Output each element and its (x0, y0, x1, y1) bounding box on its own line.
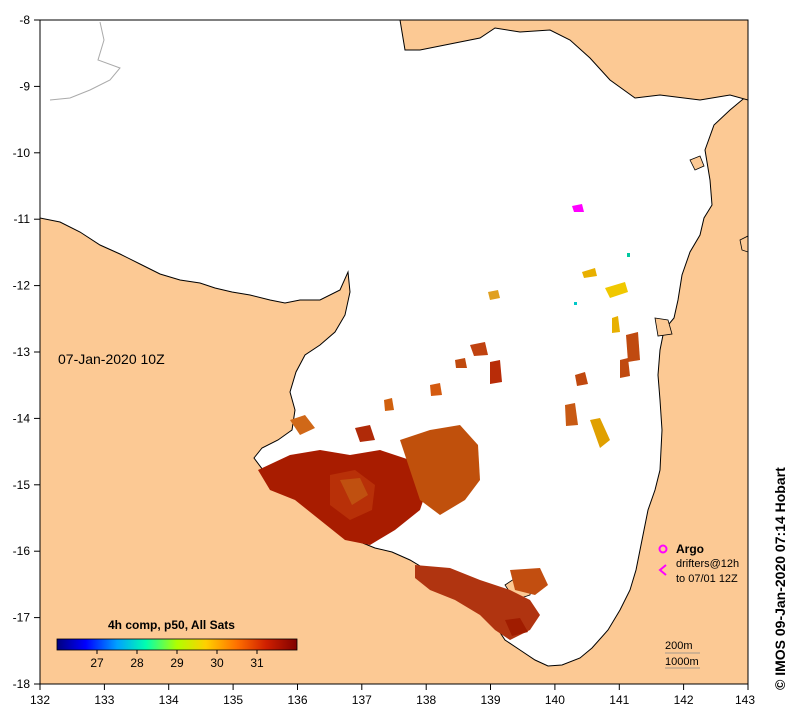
colorbar-ticks: 27 28 29 30 31 (90, 650, 264, 670)
colorbar-tick-label: 30 (210, 656, 224, 670)
colorbar-tick-label: 29 (170, 656, 184, 670)
x-tick-label: 140 (545, 693, 565, 707)
y-tick-label: -17 (13, 611, 31, 625)
argo-legend-label: Argo (676, 542, 704, 556)
colorbar-tick-label: 31 (250, 656, 264, 670)
y-tick-label: -10 (13, 146, 31, 160)
colorbar-tick-label: 27 (90, 656, 104, 670)
argo-marker-icon (658, 544, 668, 554)
x-tick-label: 132 (30, 693, 50, 707)
timestamp-label: 07-Jan-2020 10Z (58, 351, 165, 367)
colorbar (56, 638, 298, 651)
x-tick-label: 133 (94, 693, 114, 707)
x-tick-label: 141 (609, 693, 629, 707)
land-new-guinea (399, 20, 748, 101)
y-tick-label: -14 (13, 411, 31, 425)
composite-label: 4h comp, p50, All Sats (108, 618, 235, 632)
sst-patches (258, 204, 640, 640)
x-tick-label: 139 (480, 693, 500, 707)
x-tick-label: 135 (223, 693, 243, 707)
drifters-legend-line2: to 07/01 12Z (676, 573, 738, 585)
y-tick-label: -15 (13, 478, 31, 492)
x-tick-label: 137 (352, 693, 372, 707)
y-tick-label: -16 (13, 544, 31, 558)
x-tick-label: 142 (674, 693, 694, 707)
contour-200-label: 200m (665, 640, 693, 652)
y-tick-label: -9 (19, 79, 30, 93)
y-tick-label: -13 (13, 345, 31, 359)
y-tick-label: -11 (14, 212, 31, 226)
y-tick-label: -12 (13, 279, 31, 293)
contour-1000-label: 1000m (665, 656, 699, 668)
x-tick-label: 136 (287, 693, 307, 707)
x-tick-label: 134 (159, 693, 179, 707)
y-tick-label: -8 (19, 13, 30, 27)
land-islands (654, 155, 748, 337)
colorbar-tick-label: 28 (130, 656, 144, 670)
credit-text: © IMOS 09-Jan-2020 07:14 Hobart (772, 467, 788, 690)
drifters-legend-line1: drifters@12h (676, 558, 739, 570)
land-cape-york (40, 94, 748, 684)
y-tick-label: -18 (13, 677, 31, 691)
x-tick-label: 138 (416, 693, 436, 707)
y-axis: -8 -9 -10 -11 -12 -13 -14 -15 -16 -17 -1… (13, 13, 40, 691)
x-tick-label: 143 (735, 693, 755, 707)
drifter-arrow-icon (658, 564, 667, 576)
inland-outline (49, 21, 121, 101)
x-axis: 132 133 134 135 136 137 138 139 140 141 … (30, 684, 755, 707)
